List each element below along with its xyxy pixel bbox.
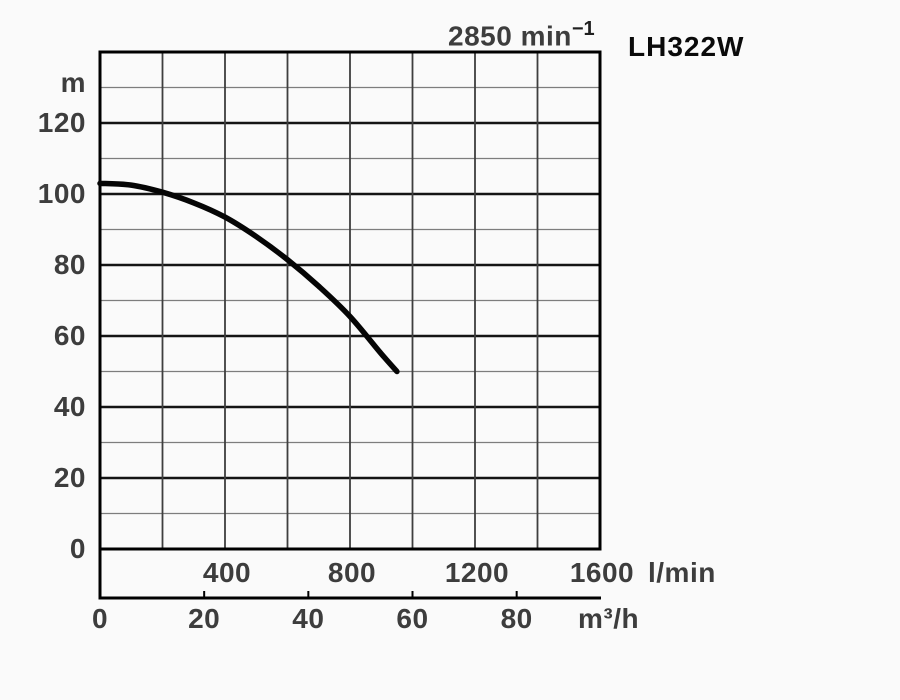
rotation-speed-label: 2850 min−1 bbox=[448, 12, 595, 53]
head-curve bbox=[97, 180, 400, 375]
lmin-axis-tick-label: 1200 bbox=[444, 557, 510, 588]
y-axis-tick-label: 0 bbox=[69, 533, 86, 564]
y-axis-tick-label: 80 bbox=[53, 249, 86, 280]
lmin-axis-tick-label: 400 bbox=[202, 557, 252, 588]
lmin-axis-tick-label: 1600 bbox=[569, 557, 635, 588]
lmin-axis-unit-label: l/min bbox=[648, 557, 716, 588]
rotation-speed-value: 2850 min bbox=[448, 20, 572, 52]
rotation-speed-exponent: −1 bbox=[571, 18, 595, 40]
m3h-axis-tick-label: 40 bbox=[292, 603, 325, 634]
chart-canvas bbox=[97, 50, 602, 600]
plot-border bbox=[98, 50, 602, 551]
m3h-axis-tick-label: 20 bbox=[188, 603, 221, 634]
y-axis-unit-label: m bbox=[60, 67, 86, 98]
y-axis-tick-label: 120 bbox=[37, 107, 86, 138]
m3h-axis-unit-label: m³/h bbox=[578, 603, 640, 634]
pump-model-label: LH322W bbox=[628, 31, 745, 62]
y-axis-tick-label: 100 bbox=[37, 178, 86, 209]
m3h-axis-tick-label: 80 bbox=[500, 603, 533, 634]
m3h-axis-tick-label: 0 bbox=[91, 603, 109, 634]
y-axis-tick-label: 20 bbox=[53, 462, 86, 493]
lmin-axis-tick-label: 800 bbox=[327, 557, 377, 588]
m3h-axis-tick-label: 60 bbox=[396, 603, 429, 634]
y-axis-tick-label: 60 bbox=[53, 320, 86, 351]
y-axis-tick-label: 40 bbox=[53, 391, 86, 422]
